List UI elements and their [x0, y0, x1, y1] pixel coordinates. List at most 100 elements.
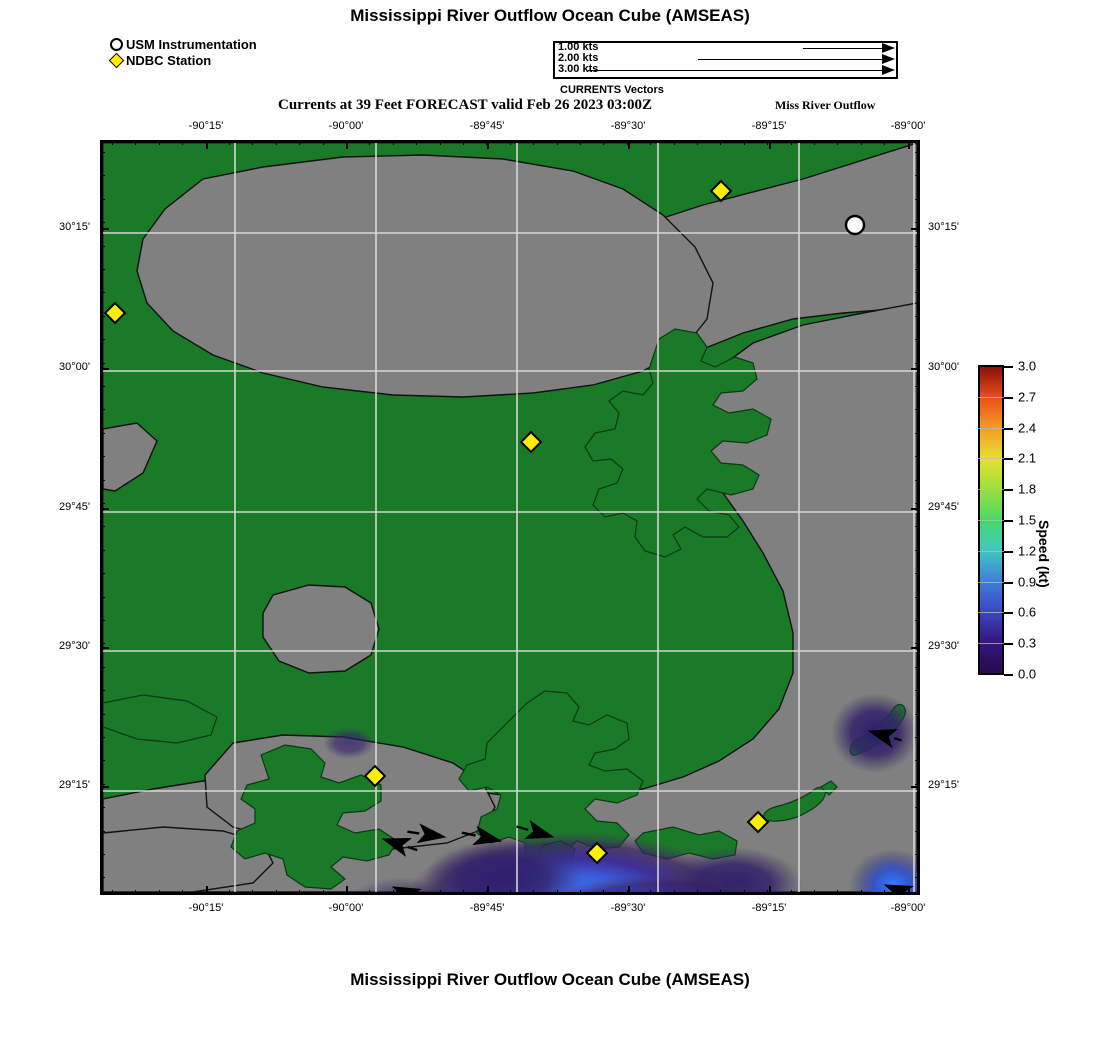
axis-tick	[100, 643, 105, 645]
axis-tick	[252, 890, 254, 895]
axis-tick	[650, 890, 652, 895]
current-vectors	[381, 728, 914, 892]
axis-tick	[580, 140, 581, 145]
axis-tick	[915, 807, 920, 809]
vector-scale-legend: 1.00 kts 2.00 kts 3.00 kts	[553, 41, 898, 79]
vector-arrowhead	[882, 54, 895, 64]
axis-tick	[884, 890, 886, 895]
vector-shaft	[588, 70, 883, 71]
colorbar-tick	[1004, 643, 1013, 646]
axis-major-tick	[206, 886, 208, 895]
lat-axis-label: 30°00'	[59, 361, 90, 373]
page-title: Mississippi River Outflow Ocean Cube (AM…	[350, 6, 750, 25]
colorbar-gridline	[978, 612, 1004, 614]
axis-tick	[556, 890, 558, 895]
axis-tick	[860, 140, 862, 145]
delta-marsh	[103, 328, 906, 890]
lat-axis-label: 29°45'	[59, 501, 90, 513]
ndbc-station-marker[interactable]	[363, 764, 387, 788]
axis-tick	[860, 890, 862, 895]
axis-tick	[915, 198, 920, 200]
axis-tick	[100, 877, 105, 879]
axis-tick	[814, 890, 815, 895]
axis-tick	[100, 432, 105, 434]
axis-tick	[100, 409, 105, 411]
axis-tick	[915, 456, 920, 458]
legend-item-ndbc: NDBC Station	[108, 52, 257, 68]
axis-tick	[915, 666, 920, 668]
axis-tick	[743, 890, 745, 895]
vector-shaft	[803, 48, 883, 49]
axis-tick	[486, 140, 488, 145]
axis-tick	[915, 362, 920, 364]
axis-tick	[915, 409, 920, 411]
axis-tick	[229, 890, 230, 895]
axis-tick	[790, 890, 792, 895]
axis-tick	[100, 783, 105, 785]
axis-tick	[100, 620, 105, 621]
footer-title: Mississippi River Outflow Ocean Cube (AM…	[350, 970, 750, 989]
colorbar-gridline	[978, 427, 1004, 429]
axis-tick	[100, 503, 105, 504]
ndbc-station-marker[interactable]	[585, 841, 609, 865]
axis-major-tick	[100, 368, 109, 370]
axis-tick	[915, 292, 920, 294]
station-markers[interactable]	[103, 179, 866, 865]
lat-axis-label: 30°15'	[59, 221, 90, 233]
lon-axis-label: -90°00'	[328, 902, 364, 914]
colorbar-tick	[1004, 550, 1013, 553]
colorbar-tick	[1004, 674, 1013, 676]
axis-tick	[915, 877, 920, 879]
axis-major-tick	[100, 508, 109, 510]
map-plot-area[interactable]	[100, 140, 920, 895]
speed-field	[323, 693, 917, 892]
lon-axis-label: -89°30'	[610, 120, 646, 132]
axis-tick	[915, 643, 920, 645]
map-canvas[interactable]	[103, 143, 917, 892]
axis-tick	[915, 737, 920, 738]
vector-legend-row: 3.00 kts	[558, 64, 896, 76]
axis-tick	[697, 140, 698, 145]
axis-tick	[100, 222, 105, 224]
vector-legend-row: 2.00 kts	[558, 53, 896, 65]
axis-tick	[369, 140, 371, 145]
ndbc-station-marker[interactable]	[709, 179, 733, 203]
ndbc-station-marker[interactable]	[519, 430, 543, 454]
colorbar-label: 3.0	[1018, 358, 1037, 374]
axis-tick	[915, 573, 920, 575]
ndbc-station-marker[interactable]	[746, 810, 770, 834]
axis-tick	[416, 140, 418, 145]
axis-tick	[915, 152, 920, 153]
colorbar-label: 0.3	[1018, 635, 1037, 651]
axis-major-tick	[911, 228, 920, 230]
axis-tick	[915, 269, 920, 270]
region-label: Miss River Outflow	[775, 98, 876, 112]
usm-instrumentation-marker[interactable]	[844, 214, 866, 236]
colorbar-label: 2.7	[1018, 389, 1037, 405]
colorbar-tick	[1004, 458, 1013, 461]
axis-tick	[112, 890, 113, 895]
lon-axis-label: -89°00'	[890, 120, 926, 132]
colorbar-label: 0.6	[1018, 604, 1037, 620]
axis-major-tick	[769, 886, 771, 895]
axis-tick	[509, 140, 511, 145]
water-bodies	[103, 143, 917, 892]
ndbc-station-marker[interactable]	[103, 301, 127, 325]
map-gridlines	[103, 143, 917, 892]
axis-tick	[100, 339, 105, 341]
colorbar-label: 2.4	[1018, 420, 1037, 436]
vector-legend-row: 1.00 kts	[558, 42, 896, 54]
axis-tick	[720, 140, 722, 145]
axis-tick	[158, 140, 160, 145]
axis-tick	[100, 549, 105, 551]
axis-tick	[673, 140, 675, 145]
axis-tick	[915, 175, 920, 177]
axis-tick	[135, 890, 137, 895]
lat-axis-label: 30°15'	[928, 221, 959, 233]
axis-major-tick	[487, 886, 489, 895]
axis-tick	[626, 890, 628, 895]
axis-tick	[100, 245, 105, 247]
axis-tick	[673, 890, 675, 895]
colorbar-gridline	[978, 550, 1004, 552]
axis-tick	[915, 386, 920, 387]
